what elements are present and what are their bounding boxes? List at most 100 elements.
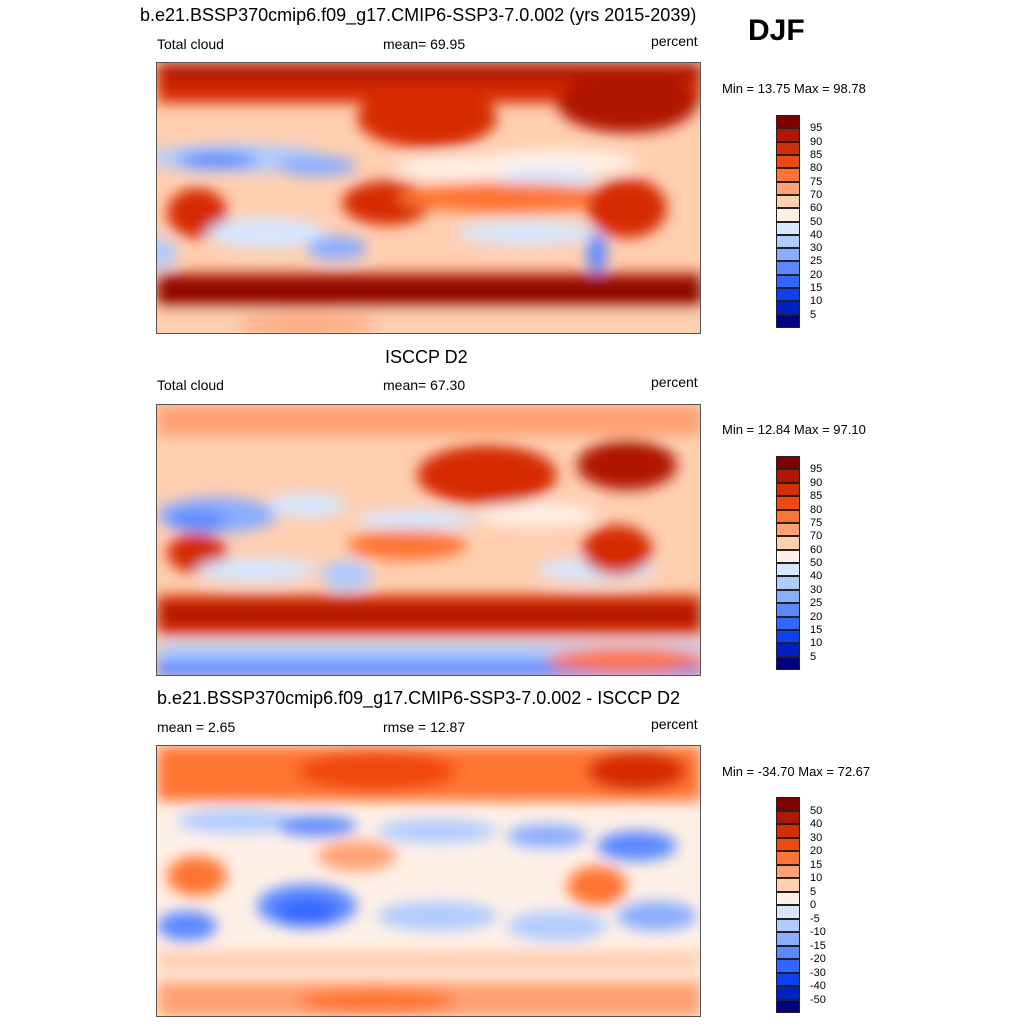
panel-1-minmax: Min = 13.75 Max = 98.78 — [722, 81, 866, 96]
colorbar-tick-label: 85 — [810, 490, 823, 503]
colorbar-tick-label: 30 — [810, 242, 823, 255]
colorbar-swatch — [776, 141, 800, 155]
colorbar-swatch — [776, 878, 800, 892]
panel-1-units-label: percent — [651, 33, 698, 49]
colorbar-swatch — [776, 509, 800, 523]
colorbar-swatch — [776, 999, 800, 1013]
colorbar-tick-label: 50 — [810, 557, 823, 569]
panel-3-map — [156, 745, 701, 1017]
colorbar-swatch — [776, 301, 800, 315]
panel-3-minmax: Min = -34.70 Max = 72.67 — [722, 764, 871, 779]
colorbar-swatch — [776, 905, 800, 919]
colorbar-swatch — [776, 274, 800, 289]
colorbar-swatch — [776, 986, 800, 1000]
panel-1-title: b.e21.BSSP370cmip6.f09_g17.CMIP6-SSP3-7.… — [140, 5, 697, 25]
colorbar-swatch — [776, 972, 800, 986]
colorbar-tick-label: 10 — [810, 295, 823, 308]
colorbar-swatch — [776, 629, 800, 644]
panel-3-rmse-label: rmse = 12.87 — [383, 719, 466, 735]
colorbar-swatch — [776, 115, 800, 129]
colorbar-tick-label: 30 — [810, 583, 823, 596]
colorbar-swatch — [776, 959, 800, 973]
colorbar-swatch — [776, 603, 800, 617]
colorbar-swatch — [776, 261, 800, 275]
colorbar-swatch — [776, 918, 800, 932]
colorbar-swatch — [776, 563, 800, 577]
colorbar-tick-label: 25 — [810, 597, 823, 610]
colorbar-tick-label: 25 — [810, 255, 823, 268]
colorbar-tick-label: 85 — [810, 148, 823, 161]
panel-1-left-label: Total cloud — [157, 36, 224, 52]
colorbar-tick-label: -20 — [810, 953, 826, 965]
colorbar-tick-label: 80 — [810, 162, 823, 175]
panel-3-mean-label: mean = 2.65 — [157, 719, 236, 735]
colorbar-tick-label: 15 — [810, 858, 823, 871]
colorbar-tick-label: 60 — [810, 543, 823, 556]
colorbar-swatch — [776, 496, 800, 510]
panel-2-minmax: Min = 12.84 Max = 97.10 — [722, 422, 866, 437]
panel-3-colorbar: 50 40 30 20 15 10 5 0 -5 -10 -15 -20 -30 -40 -50 — [776, 797, 826, 1013]
colorbar-swatch — [776, 128, 800, 142]
panel-2-title: ISCCP D2 — [385, 347, 468, 367]
colorbar-tick-label: 75 — [810, 175, 823, 188]
colorbar-tick-label: 15 — [810, 623, 823, 636]
colorbar-tick-label: 10 — [810, 872, 823, 884]
colorbar-tick-label: 5 — [810, 650, 817, 663]
colorbar-swatch — [776, 194, 800, 209]
colorbar-swatch — [776, 891, 800, 905]
colorbar-swatch — [776, 314, 800, 328]
panel-2-mean-label: mean= 67.30 — [383, 377, 466, 393]
colorbar-swatch — [776, 945, 800, 959]
colorbar-swatch — [776, 522, 800, 537]
panel-1-mean-label: mean= 69.95 — [383, 36, 466, 52]
colorbar-swatch — [776, 643, 800, 657]
colorbar-tick-label: 20 — [810, 845, 823, 857]
colorbar-tick-label: -10 — [810, 926, 826, 938]
colorbar-swatch — [776, 549, 800, 563]
colorbar-swatch — [776, 824, 800, 838]
colorbar-tick-label: 95 — [810, 463, 823, 476]
colorbar-swatch — [776, 851, 800, 865]
panel-2-colorbar: 95 90 85 80 75 70 60 50 40 30 25 20 15 10 5 — [776, 456, 822, 670]
colorbar-tick-label: 30 — [810, 831, 823, 844]
colorbar-swatch — [776, 456, 800, 470]
colorbar-tick-label: 20 — [810, 610, 823, 623]
colorbar-tick-label: -5 — [810, 912, 820, 925]
colorbar-swatch — [776, 181, 800, 195]
colorbar-swatch — [776, 589, 800, 604]
colorbar-tick-label: 90 — [810, 135, 823, 148]
colorbar-tick-label: 0 — [810, 899, 817, 911]
panel-1-colorbar: 95 90 85 80 75 70 60 50 40 30 25 20 15 10 5 — [776, 115, 822, 328]
colorbar-tick-label: 40 — [810, 818, 823, 830]
panel-2-map — [156, 404, 701, 676]
colorbar-swatch — [776, 536, 800, 550]
colorbar-tick-label: 10 — [810, 637, 823, 650]
colorbar-tick-label: -50 — [810, 993, 826, 1006]
colorbar-swatch — [776, 810, 800, 824]
colorbar-tick-label: 95 — [810, 122, 823, 135]
colorbar-swatch — [776, 208, 800, 222]
colorbar-swatch — [776, 168, 800, 182]
colorbar-tick-label: 90 — [810, 476, 823, 489]
colorbar-tick-label: 20 — [810, 268, 823, 281]
colorbar-tick-label: 15 — [810, 282, 823, 295]
colorbar-swatch — [776, 864, 800, 878]
colorbar-swatch — [776, 576, 800, 590]
colorbar-swatch — [776, 482, 800, 497]
colorbar-tick-label: 70 — [810, 188, 823, 201]
colorbar-swatch — [776, 288, 800, 302]
panel-2-left-label: Total cloud — [157, 377, 224, 393]
colorbar-tick-label: 50 — [810, 804, 823, 817]
colorbar-tick-label: 70 — [810, 530, 823, 543]
colorbar-tick-label: 5 — [810, 885, 817, 898]
panel-3-units-label: percent — [651, 716, 698, 732]
colorbar-swatch — [776, 154, 800, 169]
colorbar-tick-label: 80 — [810, 503, 823, 516]
colorbar-swatch — [776, 797, 800, 811]
panel-3-title: b.e21.BSSP370cmip6.f09_g17.CMIP6-SSP3-7.… — [157, 688, 680, 708]
colorbar-tick-label: 40 — [810, 228, 823, 241]
colorbar-swatch — [776, 837, 800, 851]
colorbar-swatch — [776, 932, 800, 946]
colorbar-swatch — [776, 469, 800, 483]
colorbar-tick-label: 50 — [810, 215, 823, 228]
